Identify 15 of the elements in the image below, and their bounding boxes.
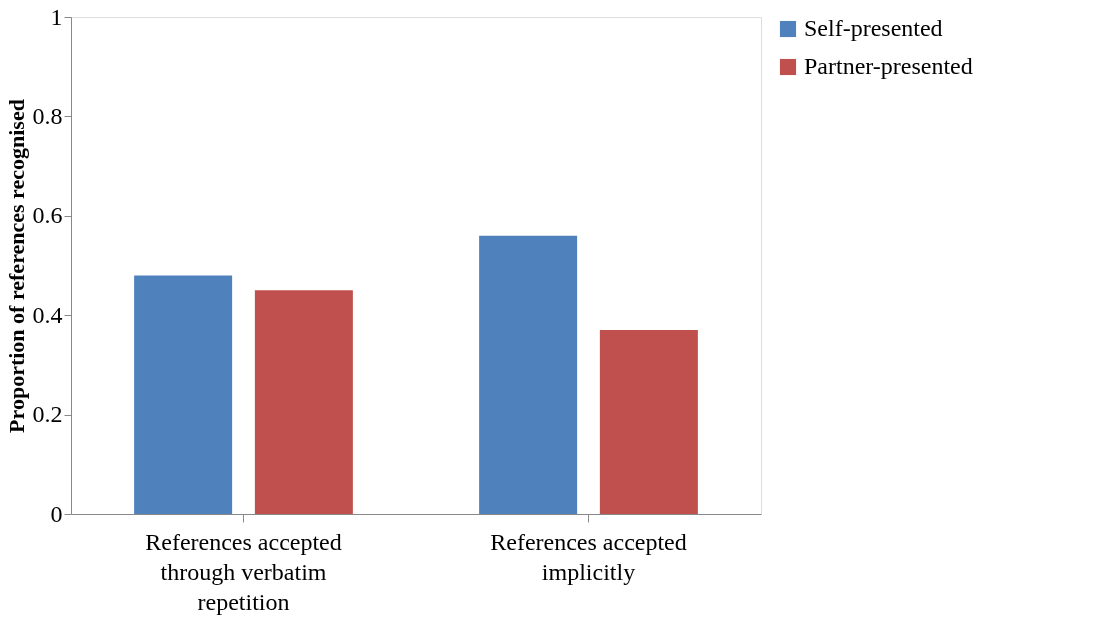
bar	[134, 275, 233, 514]
y-axis-title: Proportion of references recognised	[3, 99, 29, 433]
y-tick-label: 0.8	[32, 102, 63, 129]
y-tick-label: 0	[50, 500, 63, 527]
legend-label: Partner-presented	[804, 53, 973, 79]
y-tick-label: 0.4	[32, 301, 63, 328]
bar	[254, 290, 353, 514]
bar	[479, 235, 578, 514]
y-tick-label: 0.2	[32, 401, 63, 428]
x-tick-label: References accepted implicitly	[490, 528, 687, 585]
y-tick-label: 0.6	[32, 202, 63, 229]
bar	[599, 330, 698, 514]
x-tick-label: References accepted through verbatim repetition	[145, 528, 342, 615]
y-tick-label: 1	[50, 3, 63, 30]
legend-label: Self-presented	[804, 15, 943, 41]
